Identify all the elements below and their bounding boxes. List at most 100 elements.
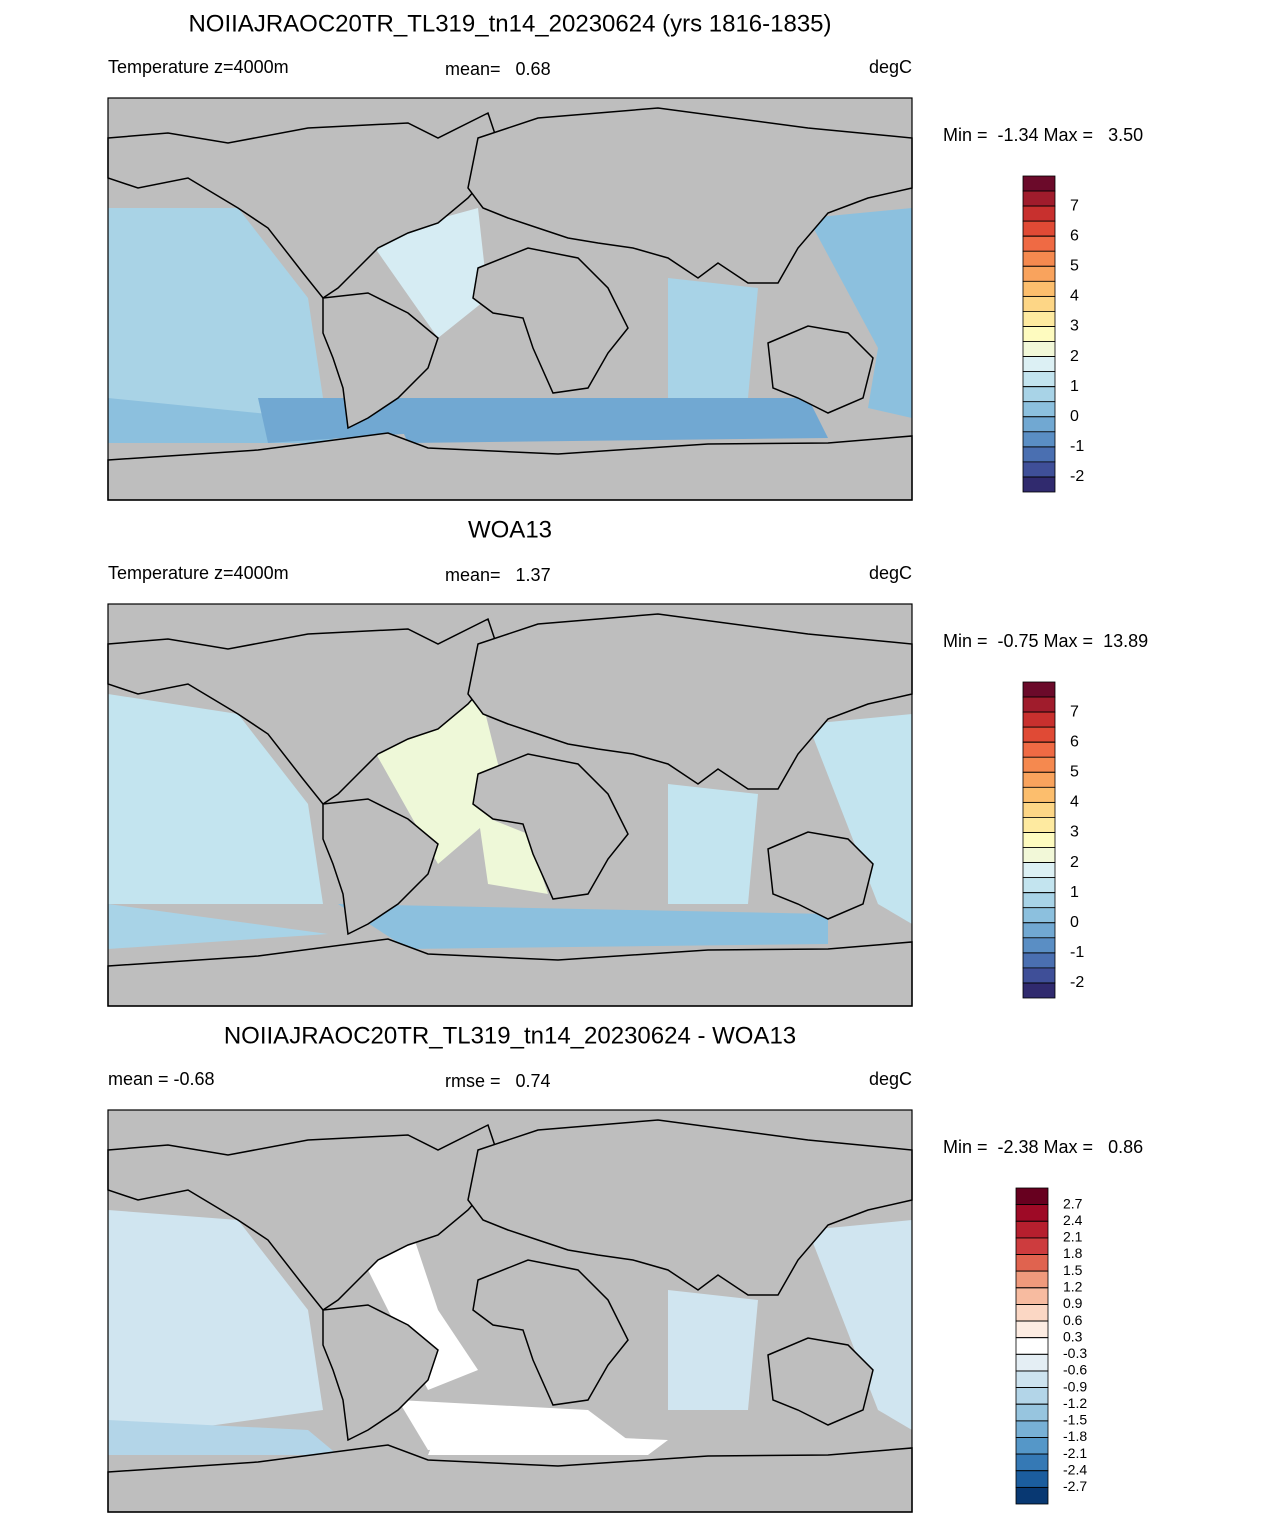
map-frame xyxy=(107,1109,913,1513)
colorbar-box xyxy=(1022,371,1056,388)
left-label: Temperature z=4000m xyxy=(108,563,289,583)
ocean-field xyxy=(808,208,912,418)
center-label: mean= 1.37 xyxy=(445,565,551,585)
center-label: mean= 0.68 xyxy=(445,59,551,79)
colorbar-box xyxy=(1022,265,1056,282)
ocean-field xyxy=(668,784,758,904)
map-frame xyxy=(107,97,913,501)
left-label: Temperature z=4000m xyxy=(108,57,289,77)
colorbar-box xyxy=(1022,401,1056,418)
min-max-label: Min = -2.38 Max = 0.86 xyxy=(943,1137,1143,1157)
colorbar-label: 6 xyxy=(1070,227,1079,244)
colorbar-label: 3 xyxy=(1070,318,1079,335)
colorbar-label: -1 xyxy=(1070,944,1084,961)
colorbar-box xyxy=(1022,326,1056,342)
ocean-field xyxy=(388,398,828,443)
colorbar-label: 0 xyxy=(1070,408,1079,425)
colorbar-label: -1 xyxy=(1070,438,1084,455)
colorbar-box xyxy=(1022,741,1056,758)
colorbar-label: -1.8 xyxy=(1063,1428,1087,1444)
colorbar-box xyxy=(1022,907,1056,924)
colorbar-label: 2.7 xyxy=(1063,1195,1083,1211)
colorbar-box xyxy=(1015,1337,1049,1355)
colorbar-label: 0 xyxy=(1070,914,1079,931)
colorbar-label: 1 xyxy=(1070,884,1079,901)
colorbar-box xyxy=(1022,476,1056,493)
colorbar-box xyxy=(1022,817,1056,833)
colorbar-label: 0.9 xyxy=(1063,1295,1083,1311)
colorbar-label: 1.5 xyxy=(1063,1262,1083,1278)
colorbar-box xyxy=(1022,801,1056,818)
colorbar-box xyxy=(1022,220,1056,237)
ocean-field xyxy=(808,1220,912,1430)
colorbar-label: 4 xyxy=(1070,794,1079,811)
colorbar-label: -2 xyxy=(1070,468,1084,485)
colorbar-box xyxy=(1015,1370,1049,1388)
colorbar-box xyxy=(1022,892,1056,909)
colorbar-label: -0.3 xyxy=(1063,1345,1087,1361)
ocean-field xyxy=(108,208,323,428)
colorbar-box xyxy=(1015,1287,1049,1305)
colorbar-box xyxy=(1022,877,1056,894)
min-max-label: Min = -0.75 Max = 13.89 xyxy=(943,631,1148,651)
colorbar-box xyxy=(1022,922,1056,939)
left-label: mean = -0.68 xyxy=(108,1069,215,1089)
colorbar-label: 3 xyxy=(1070,824,1079,841)
ocean-field xyxy=(428,1430,668,1455)
colorbar-box xyxy=(1022,726,1056,743)
panel-title: NOIIAJRAOC20TR_TL319_tn14_20230624 (yrs … xyxy=(188,10,831,37)
colorbar-box xyxy=(1022,311,1056,327)
colorbar-box xyxy=(1022,341,1056,357)
min-max-label: Min = -1.34 Max = 3.50 xyxy=(943,125,1143,145)
ocean-field xyxy=(108,1210,323,1440)
colorbar-label: 0.3 xyxy=(1063,1328,1083,1344)
colorbar-box xyxy=(1015,1453,1049,1472)
colorbar-label: 1.2 xyxy=(1063,1278,1083,1294)
colorbar-box xyxy=(1022,280,1056,297)
colorbar-box xyxy=(1015,1187,1049,1206)
units-label: degC xyxy=(869,563,912,583)
colorbar-box xyxy=(1015,1204,1049,1222)
colorbar-label: 2.1 xyxy=(1063,1229,1083,1245)
ocean-field xyxy=(108,1420,338,1455)
ocean-field xyxy=(108,694,323,904)
colorbar-box xyxy=(1015,1254,1049,1272)
colorbar-box xyxy=(1022,982,1056,999)
colorbar-box xyxy=(1015,1486,1049,1505)
ocean-field xyxy=(338,904,828,949)
colorbar-label: -2 xyxy=(1070,974,1084,991)
colorbar-label: 7 xyxy=(1070,197,1079,214)
colorbar-box xyxy=(1022,832,1056,848)
colorbar-label: 5 xyxy=(1070,764,1079,781)
colorbar-label: 4 xyxy=(1070,288,1079,305)
colorbar-box xyxy=(1015,1270,1049,1289)
colorbar-label: 1 xyxy=(1070,378,1079,395)
colorbar-box xyxy=(1022,847,1056,863)
ocean-field xyxy=(348,1220,478,1390)
panel-title: WOA13 xyxy=(468,516,552,543)
colorbar-box xyxy=(1022,431,1056,448)
colorbar-label: 2 xyxy=(1070,348,1079,365)
colorbar-box xyxy=(1022,205,1056,222)
colorbar-box xyxy=(1015,1237,1049,1255)
ocean-field xyxy=(478,814,548,894)
ocean-field xyxy=(368,208,488,338)
colorbar-box xyxy=(1015,1304,1049,1322)
colorbar-label: -2.1 xyxy=(1063,1445,1087,1461)
panel-title: NOIIAJRAOC20TR_TL319_tn14_20230624 - WOA… xyxy=(224,1022,796,1049)
colorbar-box xyxy=(1022,416,1056,433)
ocean-field xyxy=(808,714,912,924)
colorbar-label: -1.2 xyxy=(1063,1395,1087,1411)
colorbar-label: -2.7 xyxy=(1063,1478,1087,1494)
colorbar-box xyxy=(1015,1320,1049,1339)
ocean-field xyxy=(668,278,758,398)
colorbar-box xyxy=(1022,967,1056,984)
colorbar-box xyxy=(1022,696,1056,713)
colorbar-box xyxy=(1022,175,1056,192)
colorbar-label: 6 xyxy=(1070,733,1079,750)
colorbar-box xyxy=(1022,386,1056,403)
map xyxy=(107,97,913,501)
colorbar-box xyxy=(1015,1470,1049,1488)
colorbar-box xyxy=(1022,771,1056,788)
